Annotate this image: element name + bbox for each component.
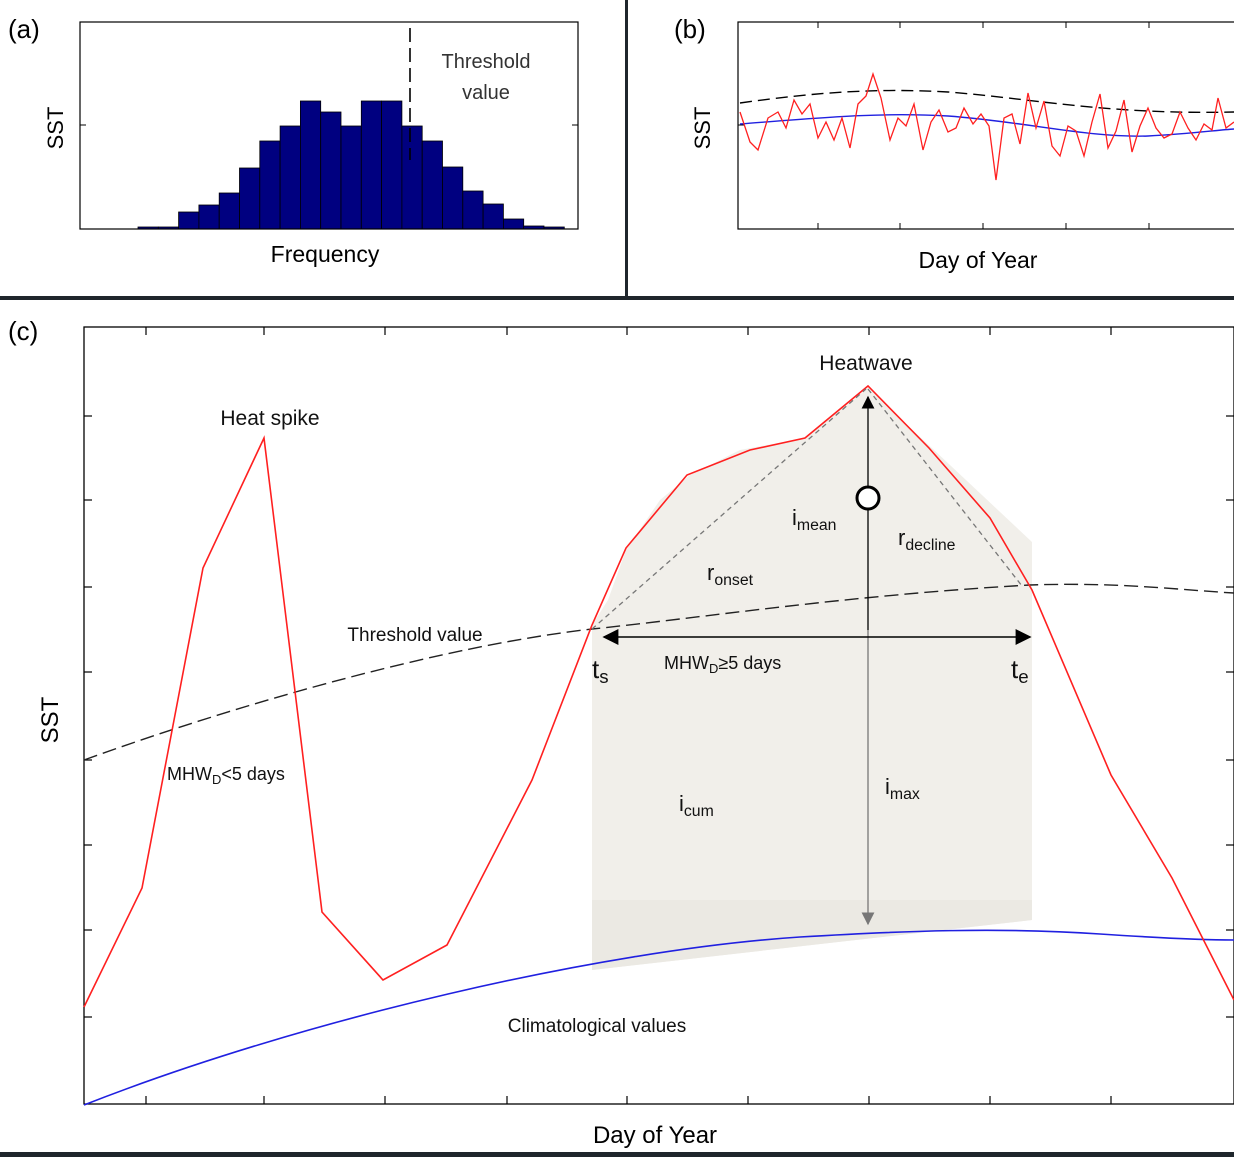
threshold-line — [83, 583, 1234, 761]
panel-c-x-ticks — [145, 327, 1112, 1104]
panel-c-axes-box — [83, 326, 1234, 1105]
threshold-value-label: Threshold value — [347, 625, 482, 646]
cumulative-intensity-shading-lower — [592, 900, 1032, 970]
panel-b-sst-series — [739, 71, 1234, 181]
panel-b-label: (b) — [674, 14, 706, 44]
mean-intensity-marker — [855, 485, 881, 511]
panel-b-climatology-line — [739, 114, 1234, 137]
decline-rate-guide — [867, 388, 1023, 587]
histogram-bar — [218, 192, 240, 230]
climatology-line — [83, 929, 1234, 1106]
event-duration-label: MHWD≥5 days — [664, 653, 781, 676]
panel-c-y-axis-label: SST — [37, 696, 64, 743]
climatological-values-label: Climatological values — [508, 1016, 686, 1037]
histogram-bar — [401, 125, 423, 230]
panel-b-axes-box — [737, 21, 1234, 230]
histogram-bar — [259, 140, 281, 230]
histogram-bar — [239, 167, 261, 230]
histogram-bar — [381, 100, 403, 230]
mean-intensity-label: imean — [792, 505, 836, 534]
heatwave-definition-figure: (c) SST Day of Year — [8, 316, 1234, 1149]
end-time-label: te — [1011, 654, 1029, 687]
histogram-bar — [462, 190, 484, 230]
panel-a-y-axis-label: SST — [43, 107, 68, 150]
sst-series — [83, 384, 1234, 1008]
histogram-bar — [442, 166, 464, 230]
threshold-label-line1: Threshold — [442, 51, 531, 73]
histogram-bar — [360, 100, 382, 230]
heatwave-label: Heatwave — [819, 352, 912, 375]
panel-c-y-ticks — [84, 415, 1234, 1018]
panel-c-x-axis-label: Day of Year — [593, 1122, 717, 1149]
histogram-bar — [198, 204, 220, 230]
histogram-bar — [340, 125, 362, 230]
onset-rate-guide — [591, 388, 867, 630]
decline-rate-label: rdecline — [898, 525, 956, 554]
histogram-bar — [299, 100, 322, 230]
onset-rate-label: ronset — [707, 560, 754, 589]
histogram-figure: (a) SST Frequency Threshold value — [8, 14, 579, 267]
max-intensity-label: imax — [885, 774, 920, 803]
panel-b-y-axis-label: SST — [690, 107, 715, 150]
panel-c-label: (c) — [8, 316, 38, 346]
panel-a-x-axis-label: Frequency — [271, 241, 380, 267]
panel-b-threshold-line — [739, 89, 1234, 114]
histogram-bar — [421, 140, 443, 230]
heat-spike-label: Heat spike — [220, 407, 319, 430]
timeseries-figure: (b) SST Day of Year — [674, 14, 1234, 273]
threshold-label-line2: value — [462, 82, 510, 104]
panel-b-timeseries: (b) SST Day of Year — [628, 0, 1234, 296]
histogram-bars — [137, 100, 565, 230]
histogram-bar — [320, 111, 342, 230]
cumulative-intensity-shading — [592, 388, 1032, 970]
histogram-bar — [482, 203, 504, 230]
panel-a-label: (a) — [8, 14, 40, 44]
start-time-label: ts — [592, 654, 609, 687]
histogram-bar — [178, 211, 200, 230]
panel-c-definition-diagram: (c) SST Day of Year — [0, 300, 1234, 1152]
histogram-bar — [502, 218, 525, 230]
histogram-bar — [279, 125, 301, 230]
panel-a-histogram: (a) SST Frequency Threshold value — [0, 0, 625, 296]
panel-b-x-ticks — [817, 22, 1150, 229]
panel-b-x-axis-label: Day of Year — [919, 247, 1038, 273]
short-event-duration-label: MHWD<5 days — [167, 764, 285, 787]
cumulative-intensity-label: icum — [679, 791, 714, 820]
